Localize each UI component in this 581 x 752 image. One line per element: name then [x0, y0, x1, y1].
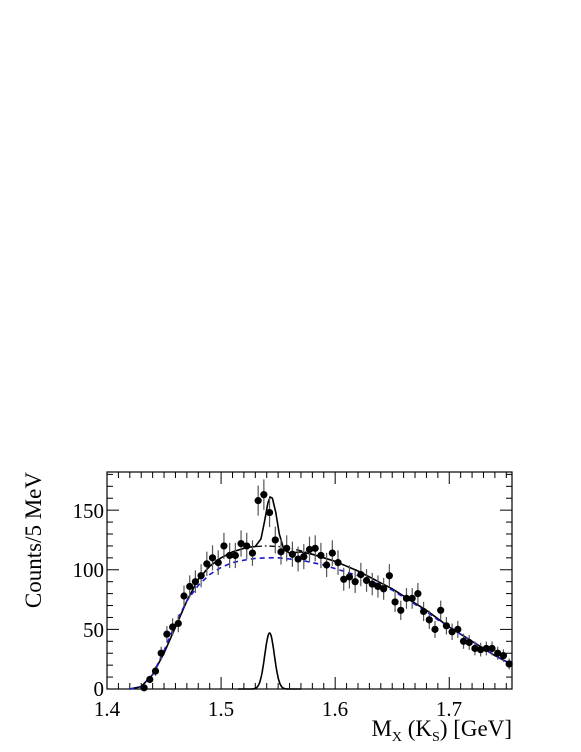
data-point — [214, 559, 222, 567]
data-point — [208, 554, 217, 562]
data-point — [425, 616, 433, 624]
data-point — [254, 497, 262, 505]
x-tick-label: 1.6 — [322, 697, 348, 721]
data-point — [174, 619, 182, 628]
data-point — [288, 550, 296, 558]
data-point — [328, 549, 336, 557]
data-point — [243, 542, 251, 550]
data-point — [488, 644, 496, 653]
data-point — [226, 551, 234, 560]
data-point — [334, 559, 342, 567]
data-point — [146, 675, 154, 684]
data-point — [157, 649, 165, 657]
data-point — [459, 637, 468, 645]
data-point — [237, 539, 245, 548]
x-tick-label: 1.7 — [436, 697, 462, 721]
data-point — [283, 544, 291, 552]
data-point — [197, 572, 205, 580]
data-point — [163, 630, 171, 638]
y-tick-labels: 0 50 100 150 — [73, 499, 105, 701]
data-point — [402, 594, 411, 602]
data-point — [294, 555, 302, 563]
data-point — [300, 553, 308, 561]
data-point — [448, 628, 456, 636]
data-point — [431, 625, 439, 633]
data-point — [203, 560, 211, 568]
data-point — [140, 684, 148, 692]
data-point — [220, 542, 228, 550]
x-axis-title: MX (KS) [GeV] — [371, 716, 512, 745]
x-axis-title-close: ) [GeV] — [440, 716, 512, 741]
y-tick-label: 50 — [83, 618, 104, 642]
x-axis-title-k-sub: S — [432, 730, 440, 745]
data-point — [408, 594, 416, 602]
data-point — [317, 551, 325, 560]
data-point — [368, 580, 376, 588]
data-point — [311, 544, 319, 552]
data-point — [248, 549, 257, 557]
data-point — [151, 667, 160, 675]
data-point — [380, 585, 388, 593]
data-point — [505, 660, 513, 668]
x-tick-label: 1.4 — [94, 697, 121, 721]
data-point — [191, 578, 200, 586]
data-point — [351, 578, 359, 586]
data-point — [231, 551, 239, 560]
data-point — [494, 649, 502, 657]
data-point — [442, 622, 451, 630]
signal-fit-line — [238, 632, 301, 690]
data-point — [260, 491, 268, 499]
data-point — [265, 508, 274, 517]
data-point — [180, 592, 188, 600]
axis-ticks — [106, 472, 512, 690]
data-point — [419, 607, 428, 616]
data-point — [477, 646, 485, 654]
x-tick-label: 1.5 — [208, 697, 234, 721]
data-point — [277, 548, 285, 556]
x-axis-title-m: M — [371, 716, 391, 741]
x-axis-title-open: (K — [402, 716, 432, 741]
data-point — [391, 598, 399, 606]
data-point — [499, 652, 508, 660]
data-point — [465, 638, 473, 647]
fit-curves — [129, 495, 513, 690]
data-point — [397, 606, 405, 614]
data-point — [271, 536, 279, 544]
data-point — [362, 576, 371, 585]
data-point — [186, 582, 194, 591]
data-point — [385, 572, 393, 580]
y-tick-label: 150 — [73, 499, 105, 523]
total-fit-line — [129, 495, 513, 690]
y-tick-label: 0 — [94, 677, 105, 701]
x-axis-title-m-sub: X — [392, 730, 402, 745]
y-axis-title: Counts/5 MeV — [21, 472, 46, 608]
x-tick-labels: 1.4 1.5 1.6 1.7 — [94, 697, 462, 721]
data-point — [482, 644, 490, 653]
y-tick-label: 100 — [73, 558, 105, 582]
data-point — [374, 582, 382, 591]
data-points — [140, 479, 513, 692]
data-point — [345, 573, 354, 581]
background-fit-dashed-line — [129, 557, 513, 690]
data-point — [454, 625, 462, 633]
data-point — [471, 644, 479, 653]
data-point — [357, 570, 365, 579]
data-point — [437, 606, 445, 614]
plot-frame — [106, 471, 513, 690]
data-point — [414, 590, 422, 598]
data-point — [168, 623, 177, 631]
data-point — [323, 561, 331, 569]
data-point — [340, 575, 348, 583]
data-point — [305, 545, 314, 554]
